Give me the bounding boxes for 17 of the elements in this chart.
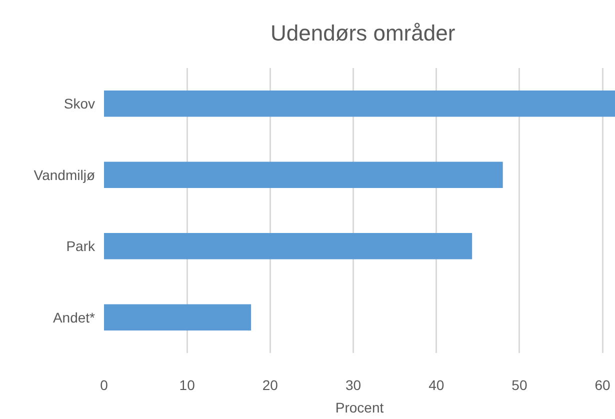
- y-tick-label: Andet*: [52, 309, 96, 326]
- x-tick-label: 0: [100, 377, 108, 393]
- x-tick-label: 50: [512, 377, 528, 393]
- y-tick-label: Park: [66, 238, 96, 254]
- y-tick-label: Vandmiljø: [34, 166, 96, 183]
- bar: [104, 90, 615, 117]
- bar: [104, 304, 252, 331]
- y-tick-label: Skov: [64, 96, 95, 112]
- chart-title: Udendørs områder: [270, 20, 456, 46]
- bar: [104, 232, 472, 260]
- bar: [104, 162, 503, 188]
- x-axis-title: Procent: [335, 399, 384, 416]
- x-tick-label: 20: [262, 377, 278, 393]
- x-tick-label: 30: [345, 377, 362, 393]
- x-tick-label: 10: [179, 377, 196, 393]
- x-tick-label: 40: [428, 377, 444, 393]
- x-tick-label: 60: [594, 377, 611, 393]
